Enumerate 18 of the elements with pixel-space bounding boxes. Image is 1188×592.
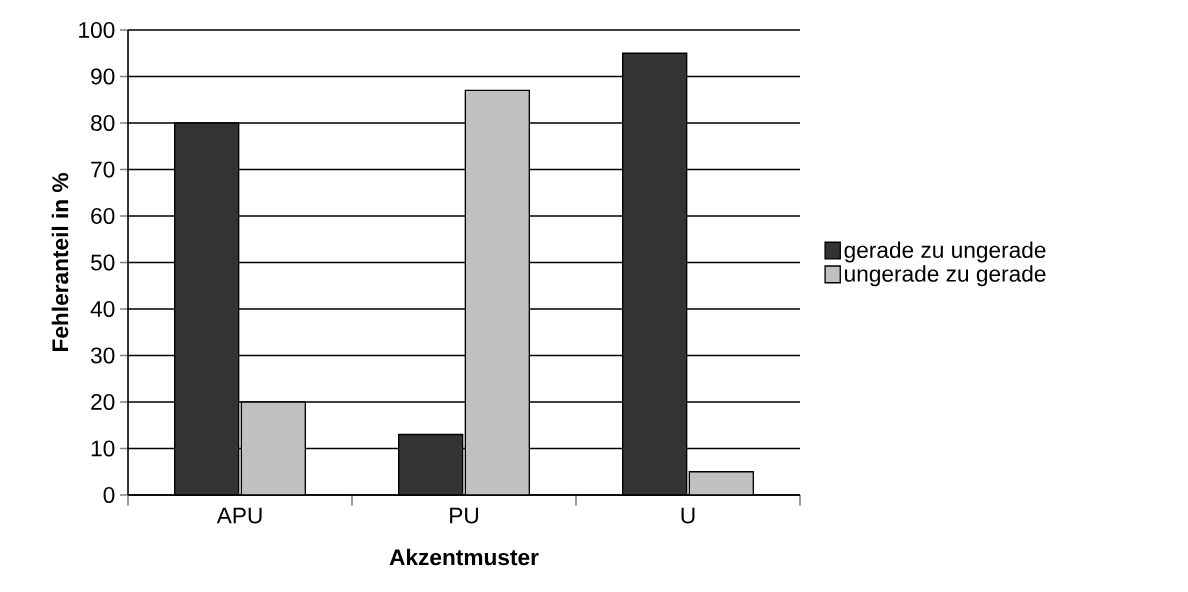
x-tick-label: U xyxy=(681,507,695,524)
y-tick-label: 0 xyxy=(103,486,115,504)
y-tick-label: 10 xyxy=(91,440,115,457)
x-axis-title: Akzentmuster xyxy=(389,548,539,566)
y-tick-label: 90 xyxy=(91,68,115,85)
y-axis-title: Fehleranteil in % xyxy=(51,173,69,352)
y-tick-label: 20 xyxy=(91,393,115,411)
y-tick-label: 30 xyxy=(90,347,115,364)
legend-label: ungerade zu gerade xyxy=(845,265,1046,287)
x-tick-label: PU xyxy=(450,507,478,524)
y-tick-label: 50 xyxy=(90,254,115,271)
y-tick-label: 100 xyxy=(79,21,115,39)
y-tick-label: 60 xyxy=(91,207,115,225)
x-tick-label: APU xyxy=(216,507,262,524)
y-tick-label: 40 xyxy=(90,300,115,318)
legend-label: gerade zu ungerade xyxy=(844,241,1046,263)
y-tick-label: 70 xyxy=(91,161,115,178)
y-tick-label: 80 xyxy=(91,114,115,132)
